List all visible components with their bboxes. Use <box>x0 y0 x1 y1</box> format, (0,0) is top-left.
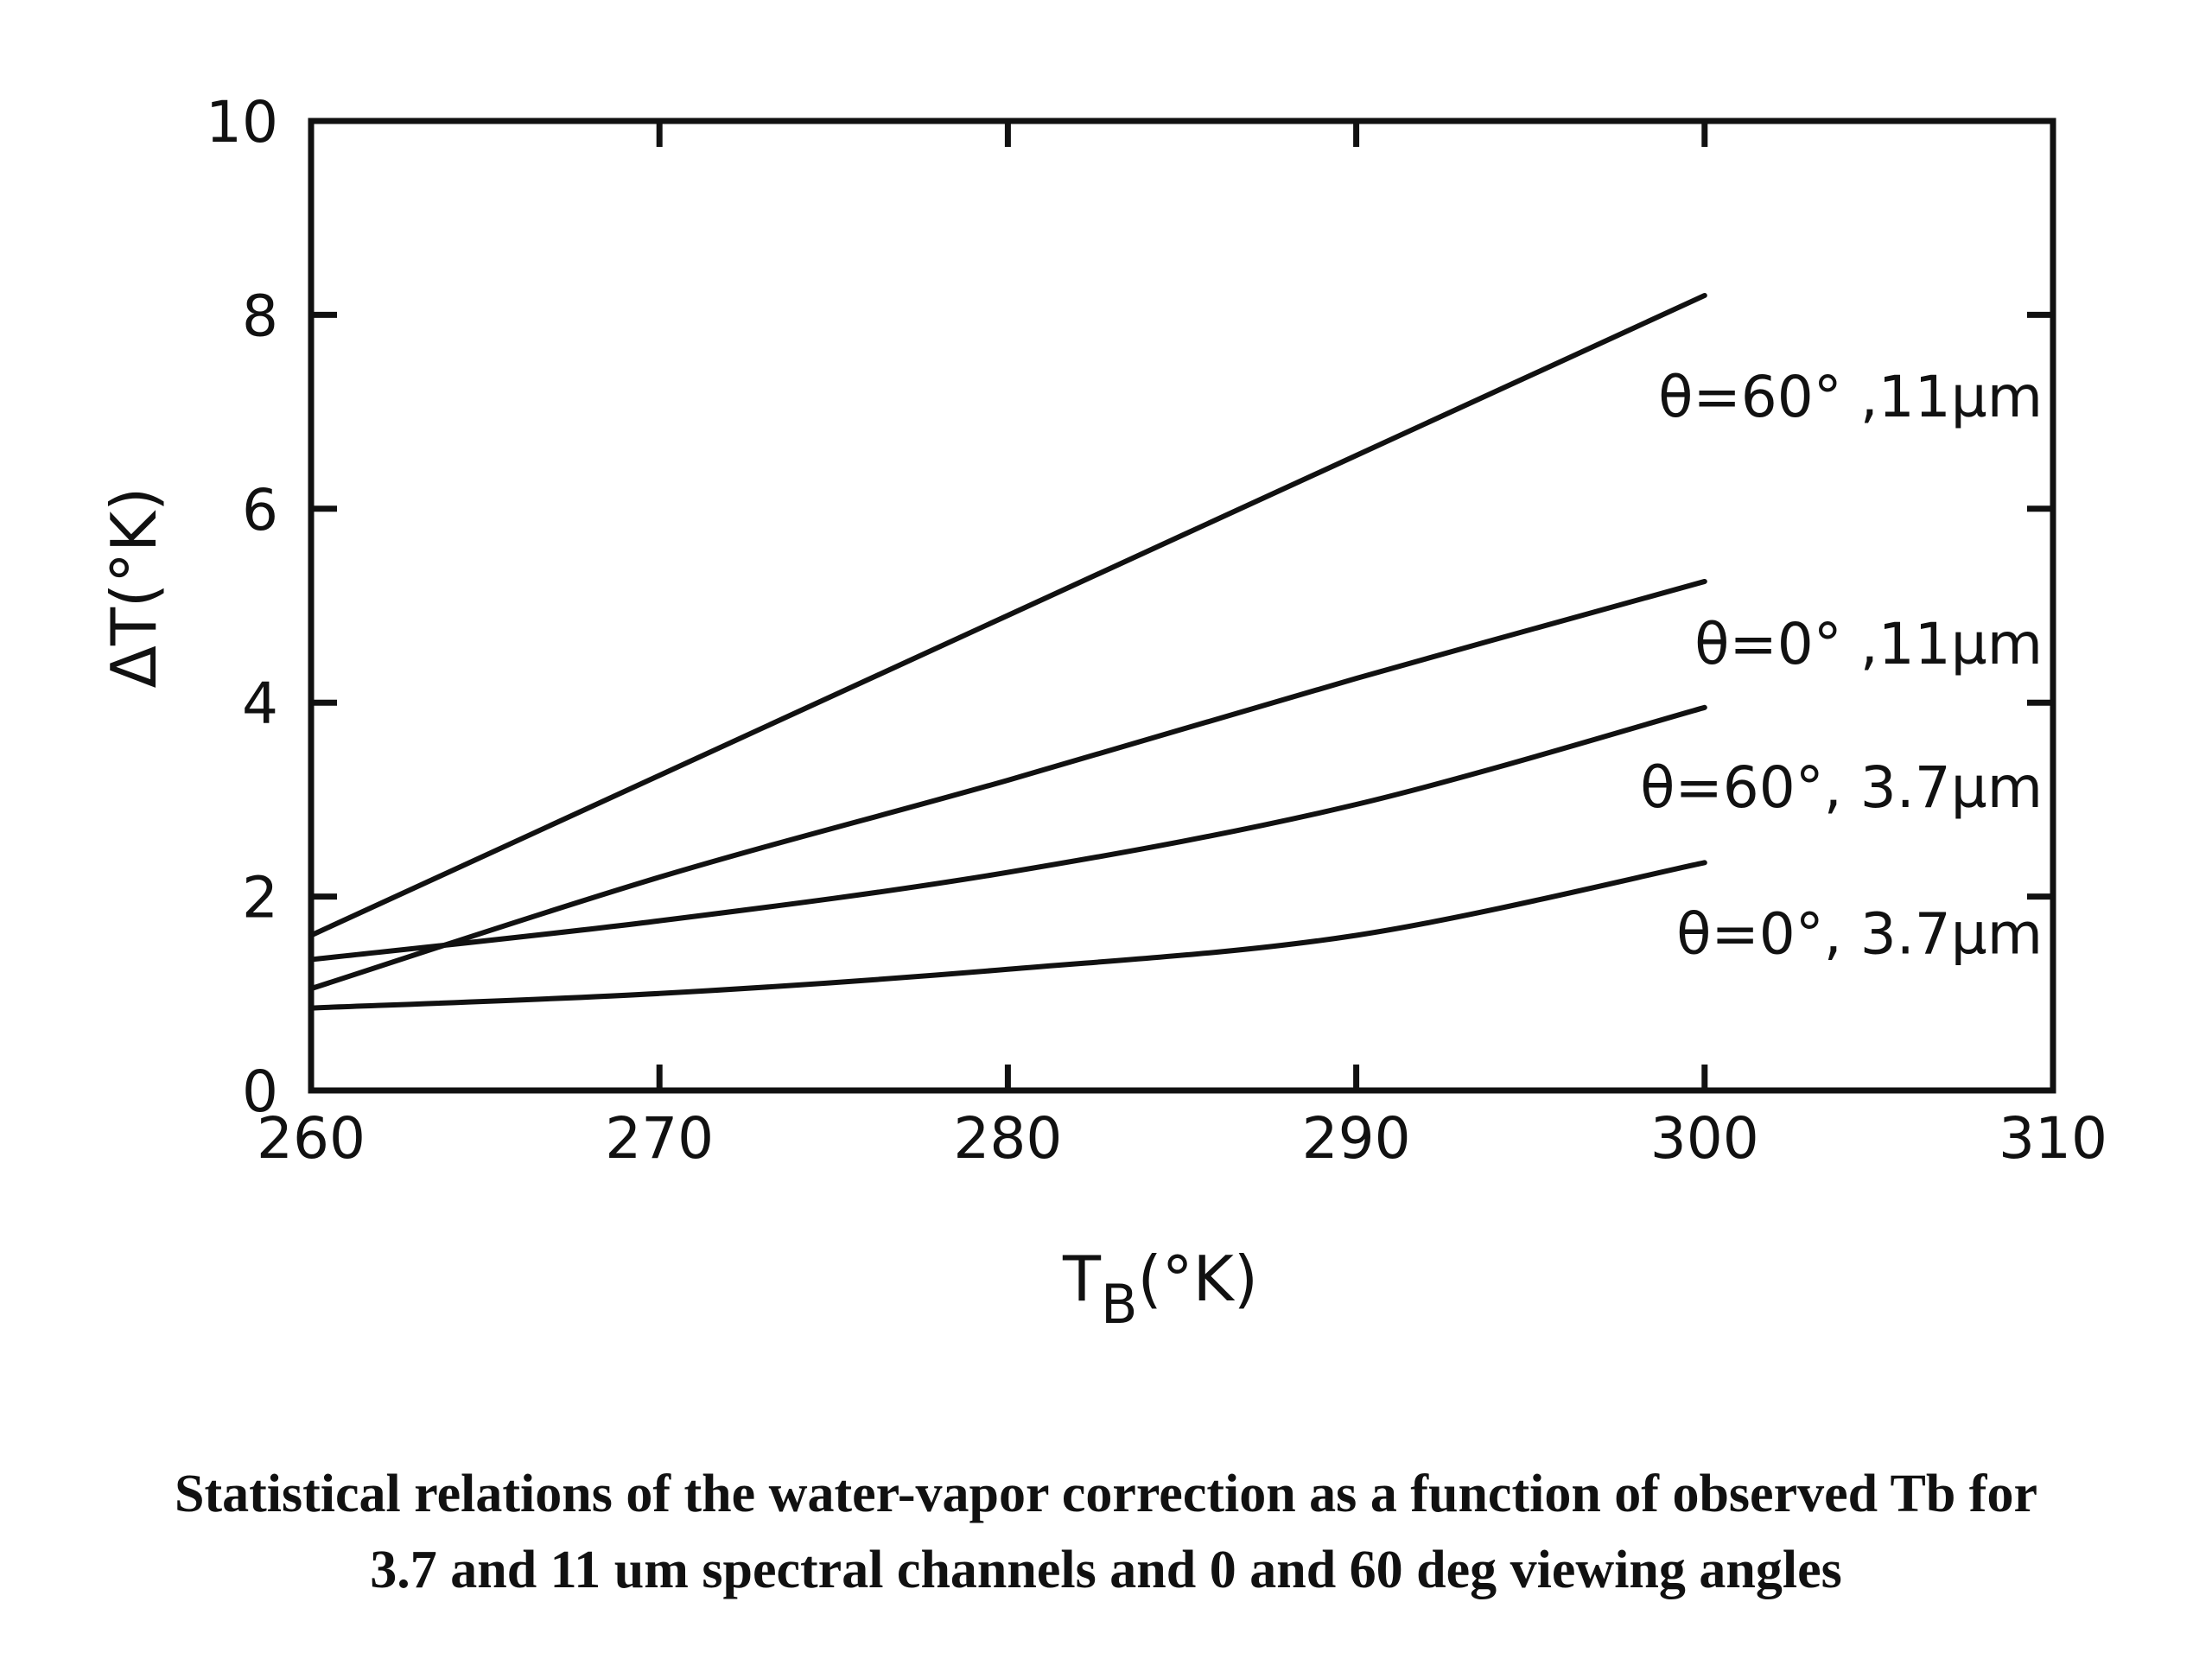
series-line <box>308 860 1707 1011</box>
series-line <box>308 292 1707 938</box>
series-label: θ=0°, 3.7µm <box>1676 900 2043 967</box>
y-tick-label: 10 <box>206 89 278 156</box>
x-tick-label: 310 <box>1999 1105 2107 1172</box>
caption-line-2: 3.7 and 11 um spectral channels and 0 an… <box>370 1541 1842 1599</box>
y-tick-label: 2 <box>242 865 278 931</box>
chart: 260 270 280 290 300 310 0 2 4 6 8 10 θ=60° ,11µm θ=0… <box>98 89 2107 1336</box>
axis-tick-labels: 260 270 280 290 300 310 0 2 4 6 8 10 <box>206 89 2107 1172</box>
axis-ticks <box>308 118 2056 1094</box>
series-line <box>308 578 1707 992</box>
x-tick-label: 260 <box>257 1105 365 1172</box>
series-label: θ=0° ,11µm <box>1694 611 2043 677</box>
y-tick-label: 6 <box>242 477 278 543</box>
series-lines <box>308 292 1707 1011</box>
series-labels: θ=60° ,11µm θ=0° ,11µm θ=60°, 3.7µm θ=0°, 3… <box>1640 364 2043 967</box>
caption-line-1: Statistical relations of the water-vapor… <box>175 1465 2037 1523</box>
plot-frame <box>308 118 2056 1094</box>
y-axis-title: ΔT(°K) <box>98 487 170 689</box>
x-axis-title: TB(°K) <box>1062 1243 1258 1336</box>
x-tick-label: 280 <box>953 1105 1062 1172</box>
x-tick-label: 270 <box>605 1105 714 1172</box>
y-tick-label: 0 <box>242 1058 278 1125</box>
y-tick-label: 8 <box>242 283 278 349</box>
figure-caption: Statistical relations of the water-vapor… <box>0 1456 2212 1608</box>
series-label: θ=60°, 3.7µm <box>1640 754 2043 821</box>
x-tick-label: 290 <box>1302 1105 1411 1172</box>
y-tick-label: 4 <box>242 671 278 737</box>
series-line <box>308 704 1707 963</box>
x-tick-label: 300 <box>1650 1105 1759 1172</box>
series-label: θ=60° ,11µm <box>1658 364 2043 430</box>
